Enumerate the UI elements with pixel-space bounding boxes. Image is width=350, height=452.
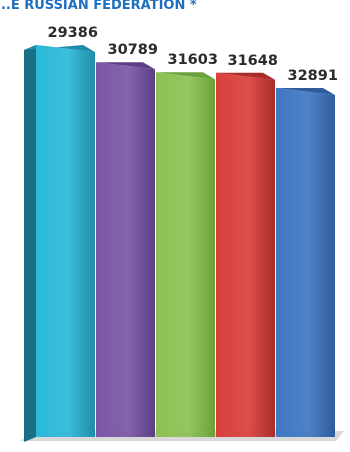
bar-front-face — [276, 88, 335, 437]
bar-front-face — [216, 72, 275, 437]
bar-4 — [216, 72, 275, 437]
value-label-5: 32891 — [288, 68, 338, 84]
bar-front-face — [156, 72, 215, 437]
bar-1 — [24, 45, 95, 442]
value-label-3: 31603 — [168, 52, 218, 68]
bar-top-face — [96, 62, 155, 70]
bar-3 — [156, 72, 215, 437]
chart-title: ...E RUSSIAN FEDERATION * — [0, 0, 197, 13]
value-label-4: 31648 — [228, 53, 278, 69]
bar-front-face — [36, 45, 95, 437]
bar-2 — [96, 62, 155, 437]
bar-front-face — [96, 62, 155, 437]
bar-side-face — [24, 45, 36, 442]
chart-value-labels: 29386 30789 31603 31648 32891 — [48, 25, 338, 84]
value-label-2: 30789 — [108, 42, 158, 58]
bar-5 — [276, 88, 335, 437]
value-label-1: 29386 — [48, 25, 98, 41]
chart-bars — [24, 45, 335, 442]
